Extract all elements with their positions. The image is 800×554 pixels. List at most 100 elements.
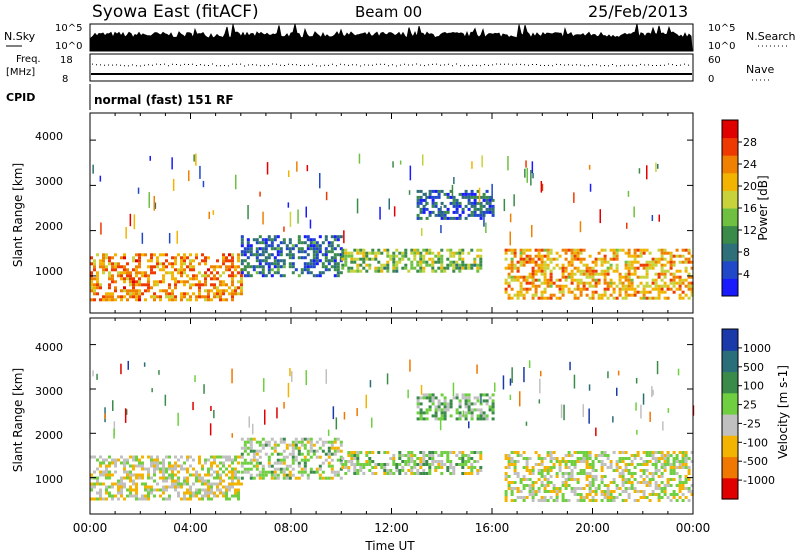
heatmap-cell xyxy=(123,485,126,489)
heatmap-cell xyxy=(609,266,613,270)
heatmap-cell xyxy=(105,473,108,477)
heatmap-cell xyxy=(470,414,474,418)
heatmap-cell xyxy=(114,280,117,284)
heatmap-cell xyxy=(570,272,574,276)
heatmap-cell xyxy=(431,210,435,214)
heatmap-cell xyxy=(195,479,198,483)
heatmap-cell xyxy=(279,458,283,462)
heatmap-cell xyxy=(216,286,219,290)
heatmap-cell xyxy=(105,458,108,462)
heatmap-cell xyxy=(461,263,465,267)
heatmap-cell xyxy=(434,405,438,409)
heatmap-cell xyxy=(154,202,157,209)
heatmap-cell xyxy=(362,254,366,258)
heatmap-cell xyxy=(645,281,649,285)
heatmap-cell xyxy=(147,283,150,287)
heatmap-cell xyxy=(654,272,658,276)
heatmap-cell xyxy=(209,423,212,436)
heatmap-cell xyxy=(660,284,664,288)
heatmap-cell xyxy=(359,463,363,466)
heatmap-cell xyxy=(395,260,399,264)
heatmap-cell xyxy=(525,421,528,426)
heatmap-cell xyxy=(273,446,277,450)
heatmap-cell xyxy=(440,269,444,273)
heatmap-cell xyxy=(305,206,307,218)
heatmap-cell xyxy=(258,235,262,239)
heatmap-cell xyxy=(318,467,322,471)
heatmap-cell xyxy=(249,440,253,444)
heatmap-cell xyxy=(428,195,432,199)
heatmap-cell xyxy=(153,467,156,471)
heatmap-cell xyxy=(339,467,343,471)
heatmap-cell xyxy=(654,278,658,282)
heatmap-cell xyxy=(341,463,345,466)
heatmap-cell xyxy=(440,402,444,406)
heatmap-cell xyxy=(476,201,480,205)
colorbar-swatch xyxy=(722,172,738,191)
heatmap-cell xyxy=(519,496,523,499)
heatmap-cell xyxy=(516,293,520,297)
heatmap-cell xyxy=(663,290,667,294)
heatmap-cell xyxy=(386,254,390,258)
heatmap-cell xyxy=(567,466,571,469)
heatmap-cell xyxy=(252,265,256,269)
heatmap-cell xyxy=(449,260,453,264)
colorbar-tick-label: 16 xyxy=(743,202,757,215)
heatmap-cell xyxy=(300,443,304,447)
heatmap-cell xyxy=(231,433,233,438)
heatmap-cell xyxy=(395,263,399,267)
heatmap-cell xyxy=(543,281,547,285)
heatmap-cell xyxy=(642,472,646,475)
heatmap-cell xyxy=(485,210,489,214)
heatmap-cell xyxy=(455,207,459,211)
heatmap-cell xyxy=(222,280,225,284)
heatmap-cell xyxy=(129,473,132,477)
heatmap-cell xyxy=(458,257,462,261)
heatmap-cell xyxy=(252,455,256,459)
heatmap-cell xyxy=(476,269,480,273)
heatmap-cell xyxy=(156,482,159,486)
heatmap-cell xyxy=(374,251,378,255)
heatmap-cell xyxy=(690,287,694,291)
heatmap-cell xyxy=(162,274,165,278)
heatmap-cell xyxy=(300,247,304,251)
heatmap-cell xyxy=(336,253,340,257)
heatmap-cell xyxy=(117,479,120,483)
heatmap-cell xyxy=(612,490,616,493)
heatmap-cell xyxy=(591,284,595,288)
heatmap-cell xyxy=(267,268,271,272)
heatmap-cell xyxy=(219,280,222,284)
heatmap-cell xyxy=(306,271,310,275)
heatmap-cell xyxy=(558,460,562,463)
heatmap-cell xyxy=(213,476,216,480)
heatmap-cell xyxy=(156,295,159,299)
heatmap-cell xyxy=(255,250,259,254)
heatmap-cell xyxy=(333,274,337,278)
heatmap-cell xyxy=(567,287,571,291)
heatmap-cell xyxy=(344,248,348,252)
heatmap-cell xyxy=(660,481,664,484)
heatmap-cell xyxy=(374,472,378,475)
heatmap-cell xyxy=(684,478,688,481)
heatmap-cell xyxy=(156,262,159,266)
heatmap-cell xyxy=(651,454,655,457)
heatmap-cell xyxy=(330,247,334,251)
heatmap-cell xyxy=(541,183,544,191)
heatmap-cell xyxy=(513,275,517,279)
heatmap-cell xyxy=(446,248,450,252)
heatmap-cell xyxy=(96,277,99,281)
heatmap-cell xyxy=(195,277,198,281)
heatmap-cell xyxy=(648,451,652,454)
heatmap-cell xyxy=(228,482,231,486)
heatmap-cell xyxy=(112,400,114,411)
heatmap-cell xyxy=(651,281,655,285)
heatmap-cell xyxy=(564,266,568,270)
heatmap-cell xyxy=(633,466,637,469)
heatmap-cell xyxy=(189,265,192,269)
heatmap-cell xyxy=(437,251,441,255)
heatmap-cell xyxy=(636,451,640,454)
heatmap-cell xyxy=(684,460,688,463)
heatmap-cell xyxy=(648,263,652,267)
heatmap-cell xyxy=(279,253,283,257)
heatmap-cell xyxy=(609,463,613,466)
